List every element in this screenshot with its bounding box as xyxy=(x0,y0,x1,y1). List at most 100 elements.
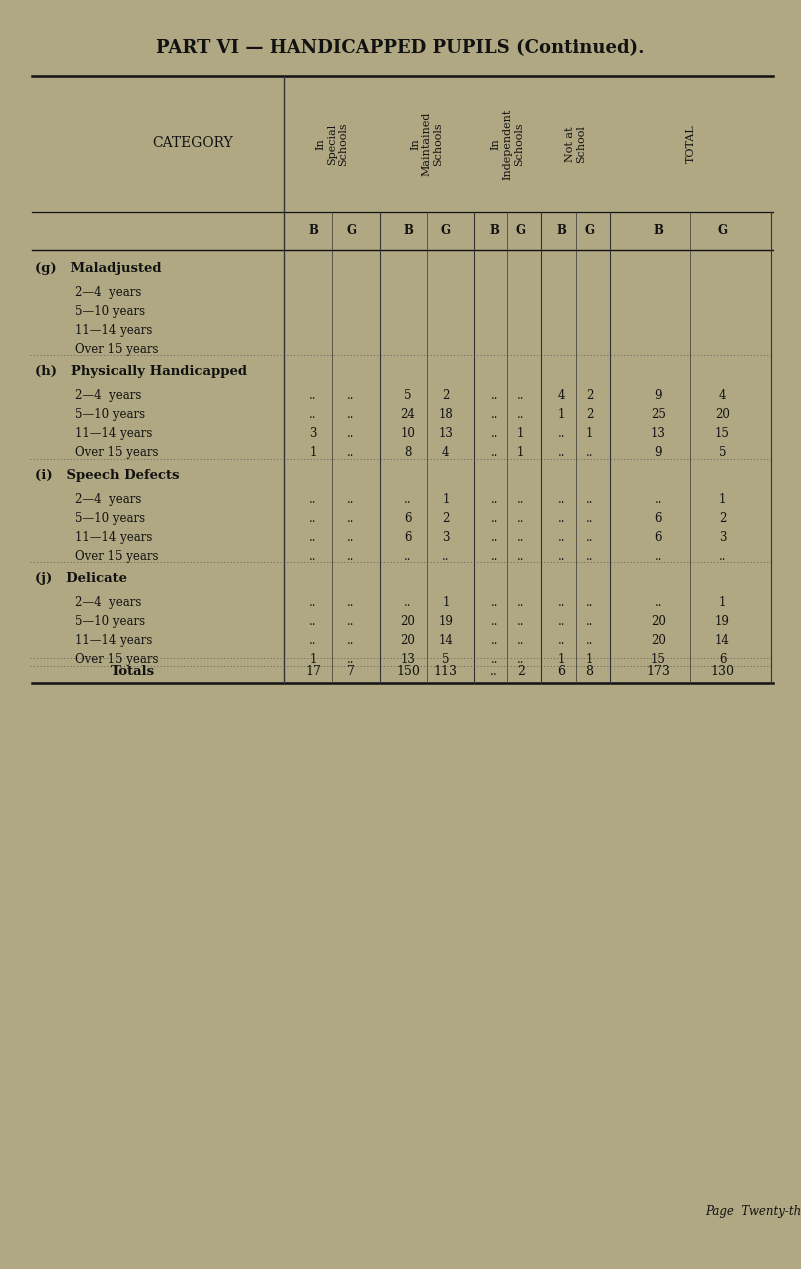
Text: 14: 14 xyxy=(438,634,453,647)
Text: 130: 130 xyxy=(710,665,735,678)
Text: ..: .. xyxy=(517,634,525,647)
Text: 4: 4 xyxy=(718,390,727,402)
Text: ..: .. xyxy=(586,615,594,628)
Text: 1: 1 xyxy=(557,409,566,421)
Text: 1: 1 xyxy=(586,654,594,666)
Text: ..: .. xyxy=(517,511,525,524)
Text: (g)   Maladjusted: (g) Maladjusted xyxy=(35,261,162,275)
Text: ..: .. xyxy=(442,549,449,562)
Text: 15: 15 xyxy=(651,654,666,666)
Text: 18: 18 xyxy=(438,409,453,421)
Text: ..: .. xyxy=(654,596,662,609)
Text: ..: .. xyxy=(309,530,316,543)
Text: In
Independent
Schools: In Independent Schools xyxy=(491,108,524,180)
Text: ..: .. xyxy=(348,447,355,459)
Text: 15: 15 xyxy=(715,428,730,440)
Text: ..: .. xyxy=(557,634,566,647)
Text: 24: 24 xyxy=(400,409,416,421)
Text: 2—4  years: 2—4 years xyxy=(75,390,142,402)
Text: 9: 9 xyxy=(654,447,662,459)
Text: ..: .. xyxy=(309,615,316,628)
Text: ..: .. xyxy=(348,428,355,440)
Text: Over 15 years: Over 15 years xyxy=(75,654,159,666)
Text: 4: 4 xyxy=(442,447,449,459)
Text: Over 15 years: Over 15 years xyxy=(75,343,159,355)
Text: ..: .. xyxy=(348,596,355,609)
Text: 6: 6 xyxy=(557,665,566,678)
Text: 13: 13 xyxy=(400,654,416,666)
Text: In
Special
Schools: In Special Schools xyxy=(316,122,348,166)
Text: ..: .. xyxy=(517,530,525,543)
Text: 6: 6 xyxy=(718,654,727,666)
Text: 113: 113 xyxy=(434,665,458,678)
Text: 1: 1 xyxy=(442,596,449,609)
Text: 2—4  years: 2—4 years xyxy=(75,492,142,505)
Text: 2—4  years: 2—4 years xyxy=(75,596,142,609)
Text: 3: 3 xyxy=(718,530,727,543)
Text: ..: .. xyxy=(517,549,525,562)
Text: In
Maintained
Schools: In Maintained Schools xyxy=(410,112,444,176)
Text: ..: .. xyxy=(517,390,525,402)
Text: 6: 6 xyxy=(405,530,412,543)
Text: ..: .. xyxy=(517,615,525,628)
Text: ..: .. xyxy=(490,530,498,543)
Text: 14: 14 xyxy=(715,634,730,647)
Text: ..: .. xyxy=(557,492,566,505)
Text: 8: 8 xyxy=(405,447,412,459)
Text: 2—4  years: 2—4 years xyxy=(75,286,142,299)
Text: 20: 20 xyxy=(651,634,666,647)
Text: (i)   Speech Defects: (i) Speech Defects xyxy=(35,468,180,482)
Text: ..: .. xyxy=(586,596,594,609)
Text: 1: 1 xyxy=(718,596,727,609)
Text: ..: .. xyxy=(557,549,566,562)
Text: CATEGORY: CATEGORY xyxy=(152,136,233,151)
Text: 13: 13 xyxy=(438,428,453,440)
Text: 2: 2 xyxy=(718,511,727,524)
Text: ..: .. xyxy=(586,530,594,543)
Text: 20: 20 xyxy=(400,634,416,647)
Text: ..: .. xyxy=(309,511,316,524)
Text: ..: .. xyxy=(586,634,594,647)
Text: ..: .. xyxy=(348,409,355,421)
Text: 1: 1 xyxy=(718,492,727,505)
Text: ..: .. xyxy=(348,654,355,666)
Text: 1: 1 xyxy=(517,428,525,440)
Text: ..: .. xyxy=(490,428,498,440)
Text: 9: 9 xyxy=(654,390,662,402)
Text: ..: .. xyxy=(654,549,662,562)
Text: 19: 19 xyxy=(715,615,730,628)
Text: 25: 25 xyxy=(651,409,666,421)
Text: ..: .. xyxy=(309,409,316,421)
Text: B: B xyxy=(403,225,413,237)
Text: G: G xyxy=(516,225,525,237)
Text: 2: 2 xyxy=(586,409,594,421)
Text: 6: 6 xyxy=(654,530,662,543)
Text: B: B xyxy=(308,225,318,237)
Text: 2: 2 xyxy=(517,665,525,678)
Text: 6: 6 xyxy=(405,511,412,524)
Text: ..: .. xyxy=(586,447,594,459)
Text: 11—14 years: 11—14 years xyxy=(75,324,153,336)
Text: Over 15 years: Over 15 years xyxy=(75,549,159,562)
Text: 6: 6 xyxy=(654,511,662,524)
Text: ..: .. xyxy=(517,409,525,421)
Text: ..: .. xyxy=(718,549,727,562)
Text: ..: .. xyxy=(490,665,498,678)
Text: 11—14 years: 11—14 years xyxy=(75,530,153,543)
Text: 173: 173 xyxy=(646,665,670,678)
Text: B: B xyxy=(489,225,499,237)
Text: ..: .. xyxy=(405,596,412,609)
Text: ..: .. xyxy=(348,511,355,524)
Text: ..: .. xyxy=(309,634,316,647)
Text: ..: .. xyxy=(309,390,316,402)
Text: ..: .. xyxy=(348,492,355,505)
Text: ..: .. xyxy=(309,596,316,609)
Text: ..: .. xyxy=(348,390,355,402)
Text: Not at
School: Not at School xyxy=(565,126,586,162)
Text: ..: .. xyxy=(490,634,498,647)
Text: 10: 10 xyxy=(400,428,416,440)
Text: 11—14 years: 11—14 years xyxy=(75,634,153,647)
Text: ..: .. xyxy=(557,615,566,628)
Text: ..: .. xyxy=(405,549,412,562)
Text: B: B xyxy=(557,225,566,237)
